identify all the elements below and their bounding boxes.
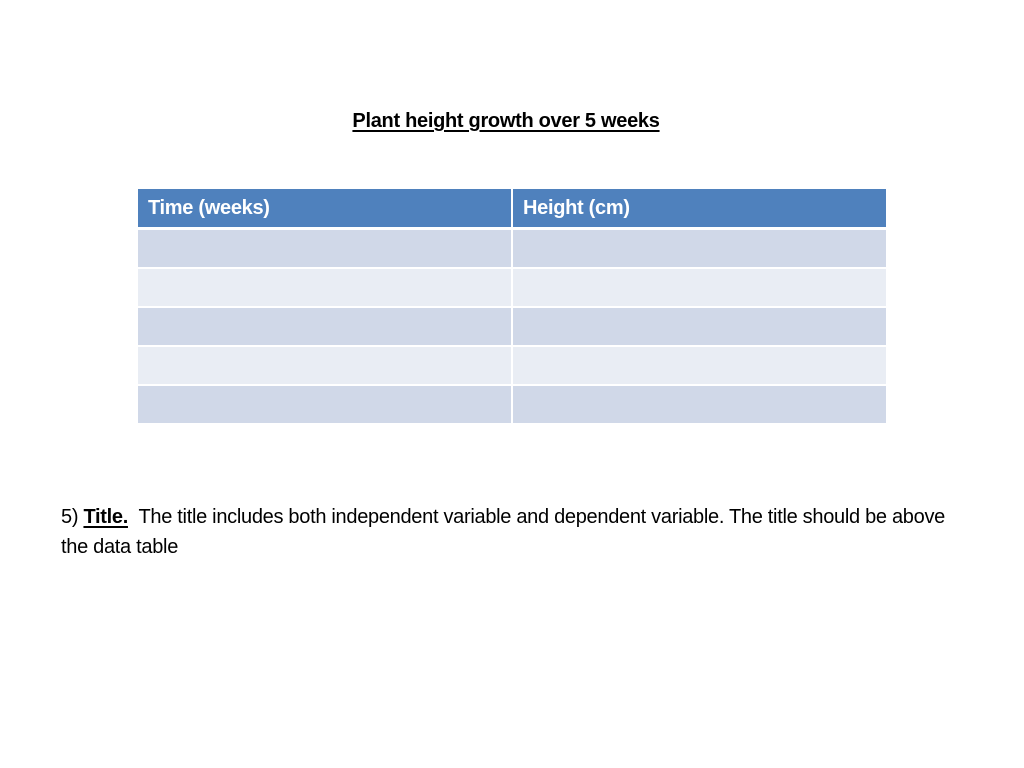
table-cell [511, 306, 888, 347]
table-cell [511, 227, 888, 269]
table-row [136, 345, 888, 386]
table-row [136, 267, 888, 308]
table-cell [511, 345, 888, 386]
column-header-height: Height (cm) [511, 187, 888, 230]
instruction-note: 5) Title. The title includes both indepe… [61, 502, 961, 562]
table-header-row: Time (weeks) Height (cm) [136, 187, 888, 230]
table-cell [136, 306, 513, 347]
table-cell [136, 227, 513, 269]
table-cell [511, 384, 888, 425]
data-table: Time (weeks) Height (cm) [136, 187, 888, 425]
table-row [136, 227, 888, 269]
table-cell [136, 345, 513, 386]
table-row [136, 306, 888, 347]
table-row [136, 384, 888, 425]
note-number: 5) [61, 506, 79, 528]
note-text: The title includes both independent vari… [61, 506, 945, 558]
table-cell [136, 267, 513, 308]
table-cell [136, 384, 513, 425]
table-title-text: Plant height growth over 5 weeks [352, 110, 660, 132]
note-label: Title. [83, 506, 128, 528]
table-title: Plant height growth over 5 weeks [0, 110, 1012, 133]
table-cell [511, 267, 888, 308]
column-header-time: Time (weeks) [136, 187, 513, 230]
